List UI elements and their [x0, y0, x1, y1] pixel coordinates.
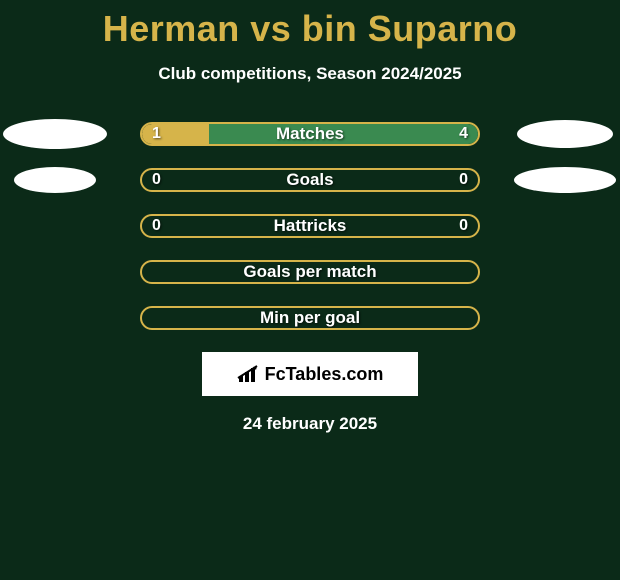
stat-bar: 0 Hattricks 0 — [140, 214, 480, 238]
subtitle: Club competitions, Season 2024/2025 — [0, 64, 620, 84]
stat-value-left: 0 — [152, 216, 161, 236]
bar-chart-icon — [237, 364, 261, 384]
row-min-per-goal: Min per goal — [0, 306, 620, 330]
stat-label: Goals — [142, 170, 478, 190]
stat-value-left: 1 — [152, 124, 161, 144]
row-goals-per-match: Goals per match — [0, 260, 620, 284]
bar-fill-right — [209, 124, 478, 144]
stat-value-right: 0 — [459, 216, 468, 236]
avatar-ellipse — [3, 119, 107, 149]
brand-text: FcTables.com — [265, 364, 384, 385]
row-goals: 0 Goals 0 — [0, 168, 620, 192]
stat-value-right: 4 — [459, 124, 468, 144]
stat-bar: Min per goal — [140, 306, 480, 330]
stat-bar: 0 Goals 0 — [140, 168, 480, 192]
page-title: Herman vs bin Suparno — [0, 0, 620, 50]
row-hattricks: 0 Hattricks 0 — [0, 214, 620, 238]
comparison-rows: 1 Matches 4 0 Goals 0 0 Hattricks 0 — [0, 122, 620, 330]
stat-label: Min per goal — [142, 308, 478, 328]
avatar-slot-right — [510, 153, 620, 207]
stat-label: Hattricks — [142, 216, 478, 236]
stat-value-left: 0 — [152, 170, 161, 190]
avatar-slot-left — [0, 153, 110, 207]
stat-bar: 1 Matches 4 — [140, 122, 480, 146]
stat-value-right: 0 — [459, 170, 468, 190]
avatar-ellipse — [517, 120, 613, 148]
brand-link[interactable]: FcTables.com — [202, 352, 418, 396]
avatar-ellipse — [514, 167, 616, 193]
date-text: 24 february 2025 — [0, 414, 620, 434]
stat-label: Goals per match — [142, 262, 478, 282]
row-matches: 1 Matches 4 — [0, 122, 620, 146]
avatar-ellipse — [14, 167, 96, 193]
stat-bar: Goals per match — [140, 260, 480, 284]
